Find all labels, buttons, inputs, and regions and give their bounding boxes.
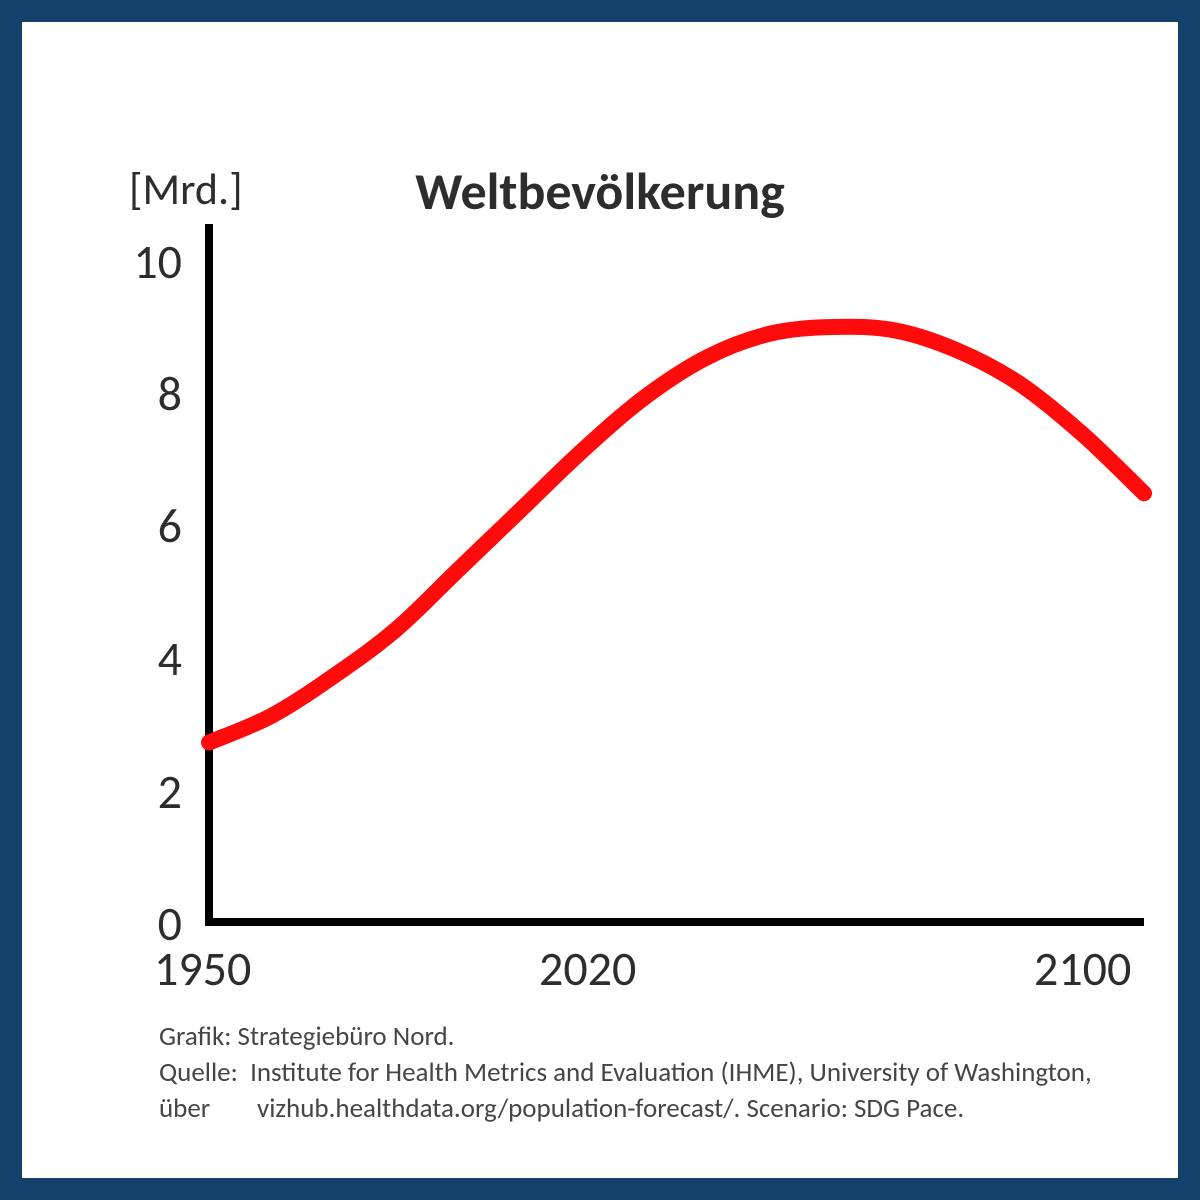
- footer-credit: Grafik: Strategiebüro Nord.: [159, 1019, 1096, 1055]
- footer-source-label: Quelle:: [159, 1056, 238, 1089]
- chart-container: [Mrd.] Weltbevölkerung 0 2 4 6 8 10 1950…: [44, 44, 1156, 1156]
- chart-frame: [Mrd.] Weltbevölkerung 0 2 4 6 8 10 1950…: [0, 0, 1200, 1200]
- population-line: [209, 327, 1144, 743]
- footer-source-text-2: vizhub.healthdata.org/population-forecas…: [257, 1091, 1096, 1127]
